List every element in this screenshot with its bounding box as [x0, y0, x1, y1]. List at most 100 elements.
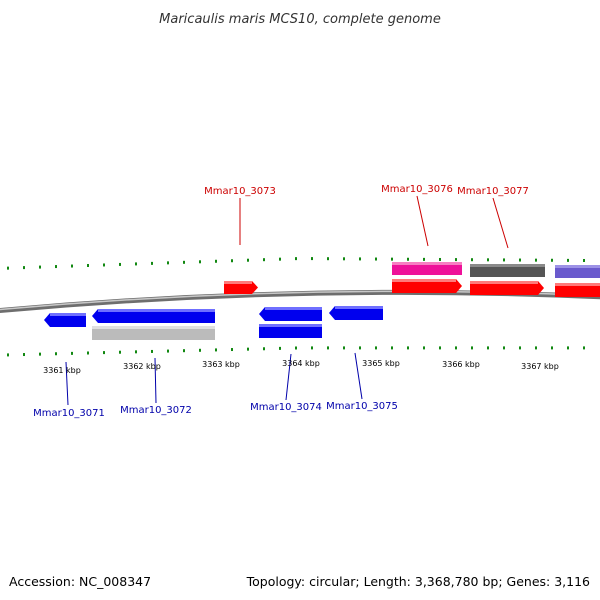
- kbp-label: 3362 kbp: [123, 362, 161, 371]
- kbp-label: 3367 kbp: [521, 362, 559, 371]
- minor-tick: [71, 351, 73, 355]
- minor-tick: [55, 265, 57, 269]
- minor-tick: [263, 258, 265, 262]
- minor-tick: [375, 346, 377, 350]
- kbp-label: 3363 kbp: [202, 360, 240, 369]
- minor-tick: [311, 257, 313, 261]
- minor-tick: [119, 350, 121, 354]
- feature-track-inner: [92, 324, 322, 340]
- minor-tick: [391, 257, 393, 261]
- feature-bar-light-gray: [92, 326, 215, 340]
- minor-tick: [423, 346, 425, 350]
- minor-tick: [215, 348, 217, 352]
- feature-bar-magenta: [392, 262, 462, 275]
- gene-label-mmar10-3071[interactable]: Mmar10_3071: [33, 408, 105, 419]
- minor-tick: [455, 258, 457, 262]
- minor-tick: [391, 346, 393, 350]
- minor-tick: [231, 348, 233, 352]
- minor-tick: [343, 257, 345, 261]
- tick-row-inner: [7, 346, 585, 357]
- gene-arrow-mmar10-3076[interactable]: [392, 279, 462, 293]
- minor-tick: [487, 346, 489, 350]
- gene-label-mmar10-3075[interactable]: Mmar10_3075: [326, 401, 398, 412]
- minor-tick: [87, 263, 89, 267]
- minor-tick: [167, 261, 169, 265]
- minor-tick: [535, 346, 537, 350]
- minor-tick: [71, 264, 73, 268]
- gene-arrow-mmar10-3077[interactable]: [470, 281, 544, 295]
- feature-bar-purple: [555, 265, 600, 278]
- minor-tick: [39, 352, 41, 356]
- genome-summary-text: Topology: circular; Length: 3,368,780 bp…: [246, 574, 590, 589]
- minor-tick: [231, 259, 233, 263]
- minor-tick: [295, 257, 297, 261]
- minor-tick: [407, 257, 409, 261]
- minor-tick: [439, 346, 441, 350]
- gene-label-mmar10-3074[interactable]: Mmar10_3074: [250, 402, 322, 413]
- minor-tick: [471, 258, 473, 262]
- minor-tick: [487, 258, 489, 262]
- minor-tick: [135, 262, 137, 266]
- minor-tick: [247, 347, 249, 351]
- minor-tick: [39, 265, 41, 269]
- minor-tick: [215, 259, 217, 263]
- minor-tick: [103, 263, 105, 267]
- minor-tick: [359, 257, 361, 261]
- gene-label-mmar10-3073[interactable]: Mmar10_3073: [204, 186, 276, 197]
- gene-label-mmar10-3076[interactable]: Mmar10_3076: [381, 184, 453, 195]
- minor-tick: [311, 346, 313, 350]
- kbp-label: 3365 kbp: [362, 359, 400, 368]
- minor-tick: [327, 346, 329, 350]
- tick-row-outer: [7, 257, 585, 270]
- minor-tick: [87, 351, 89, 355]
- gene-arrow-mmar10-3074[interactable]: [259, 307, 322, 321]
- minor-tick: [567, 258, 569, 262]
- kbp-label: 3361 kbp: [43, 366, 81, 375]
- label-leaders: [65, 195, 509, 406]
- kbp-label: 3366 kbp: [442, 360, 480, 369]
- feature-track-outer: [392, 262, 600, 278]
- kbp-labels: 3361 kbp 3362 kbp 3363 kbp 3364 kbp 3365…: [43, 359, 559, 375]
- gene-arrow-mmar10-3075[interactable]: [329, 306, 383, 320]
- minor-tick: [583, 346, 585, 350]
- minor-tick: [7, 266, 9, 270]
- minor-tick: [359, 346, 361, 350]
- minor-tick: [7, 353, 9, 357]
- minor-tick: [151, 261, 153, 265]
- minor-tick: [327, 257, 329, 261]
- kbp-label: 3364 kbp: [282, 359, 320, 368]
- feature-bar-blue: [259, 324, 322, 338]
- minor-tick: [55, 352, 57, 356]
- minor-tick: [503, 258, 505, 262]
- gene-label-mmar10-3077[interactable]: Mmar10_3077: [457, 186, 529, 197]
- feature-bar-dark-gray: [470, 264, 545, 277]
- minor-tick: [455, 346, 457, 350]
- minor-tick: [263, 347, 265, 351]
- minor-tick: [247, 258, 249, 262]
- minor-tick: [407, 346, 409, 350]
- minor-tick: [583, 258, 585, 262]
- minor-tick: [23, 353, 25, 357]
- minor-tick: [439, 257, 441, 261]
- minor-tick: [151, 349, 153, 353]
- minor-tick: [375, 257, 377, 261]
- minor-tick: [103, 351, 105, 355]
- gene-arrow-mmar10-3073[interactable]: [224, 281, 258, 294]
- gene-arrow-mmar10-3072[interactable]: [92, 309, 215, 323]
- minor-tick: [279, 346, 281, 350]
- minor-tick: [551, 346, 553, 350]
- gene-arrow-next-forward[interactable]: [555, 283, 600, 297]
- minor-tick: [535, 258, 537, 262]
- map-title: Maricaulis maris MCS10, complete genome: [159, 12, 441, 27]
- minor-tick: [295, 346, 297, 350]
- minor-tick: [199, 348, 201, 352]
- minor-tick: [423, 257, 425, 261]
- gene-arrow-mmar10-3071[interactable]: [44, 313, 86, 327]
- minor-tick: [199, 260, 201, 264]
- minor-tick: [135, 350, 137, 354]
- gene-label-mmar10-3072[interactable]: Mmar10_3072: [120, 405, 192, 416]
- minor-tick: [119, 262, 121, 266]
- minor-tick: [279, 257, 281, 261]
- minor-tick: [471, 346, 473, 350]
